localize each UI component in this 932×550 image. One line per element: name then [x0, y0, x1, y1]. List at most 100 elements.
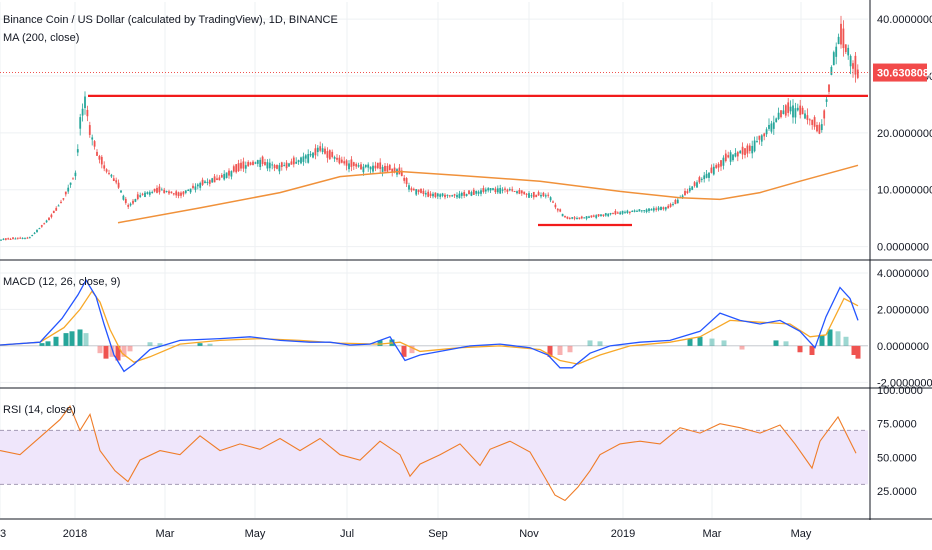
price-candle[interactable] [544, 195, 547, 197]
price-candle[interactable] [115, 180, 118, 183]
price-candle[interactable] [7, 238, 10, 240]
macd-histogram-bar[interactable] [819, 334, 825, 346]
price-candle[interactable] [600, 214, 602, 217]
price-candle[interactable] [496, 188, 499, 193]
price-candle[interactable] [436, 193, 439, 197]
macd-histogram-bar[interactable] [69, 331, 75, 346]
price-candle[interactable] [816, 124, 818, 132]
price-candle[interactable] [554, 204, 557, 208]
price-candle[interactable] [220, 175, 223, 178]
price-candle[interactable] [520, 190, 523, 194]
price-candle[interactable] [237, 163, 240, 172]
macd-histogram-bar[interactable] [721, 340, 727, 346]
price-candle[interactable] [98, 156, 101, 160]
price-candle[interactable] [712, 166, 715, 175]
macd-histogram-bar[interactable] [835, 331, 841, 346]
macd-histogram-bar[interactable] [739, 345, 745, 350]
price-candle[interactable] [513, 191, 516, 193]
price-candle[interactable] [664, 207, 667, 210]
price-candle[interactable] [249, 162, 252, 165]
price-candle[interactable] [780, 110, 782, 118]
price-candle[interactable] [21, 237, 24, 239]
price-candle[interactable] [230, 171, 233, 177]
price-candle[interactable] [604, 213, 607, 216]
price-candle[interactable] [38, 228, 41, 230]
price-candle[interactable] [580, 216, 583, 219]
price-candle[interactable] [201, 179, 204, 185]
price-candle[interactable] [429, 193, 432, 196]
price-candle[interactable] [734, 153, 737, 157]
price-candle[interactable] [427, 191, 430, 197]
price-candle[interactable] [760, 135, 763, 142]
price-candle[interactable] [81, 108, 84, 116]
price-candle[interactable] [609, 213, 612, 215]
price-candle[interactable] [403, 177, 406, 181]
price-candle[interactable] [619, 212, 622, 215]
price-candle[interactable] [441, 193, 444, 196]
price-candle[interactable] [672, 204, 674, 206]
price-candle[interactable] [391, 168, 394, 173]
price-candle[interactable] [388, 164, 391, 170]
price-candle[interactable] [67, 187, 70, 192]
price-candle[interactable] [132, 200, 134, 204]
macd-histogram-bar[interactable] [851, 345, 857, 355]
price-candle[interactable] [69, 182, 72, 185]
price-candle[interactable] [319, 146, 322, 151]
price-candle[interactable] [158, 186, 161, 193]
price-candle[interactable] [273, 165, 276, 169]
price-candle[interactable] [578, 217, 581, 219]
price-candle[interactable] [847, 47, 850, 56]
price-candle[interactable] [616, 212, 619, 214]
price-candle[interactable] [614, 210, 617, 215]
rsi-line[interactable] [0, 405, 857, 502]
price-candle[interactable] [345, 160, 348, 166]
price-candle[interactable] [660, 206, 662, 211]
price-candle[interactable] [487, 188, 490, 191]
macd-pane[interactable] [0, 278, 868, 373]
price-candle[interactable] [808, 119, 811, 121]
macd-histogram-bar[interactable] [557, 345, 563, 355]
price-candle[interactable] [405, 178, 408, 185]
price-candle[interactable] [475, 191, 478, 194]
price-candle[interactable] [676, 199, 679, 204]
price-candle[interactable] [261, 156, 264, 164]
price-candle[interactable] [367, 164, 370, 168]
price-candle[interactable] [225, 172, 228, 178]
price-candle[interactable] [844, 44, 847, 52]
price-candle[interactable] [350, 159, 353, 167]
price-candle[interactable] [336, 157, 338, 160]
macd-histogram-bar[interactable] [797, 345, 803, 353]
macd-histogram-bar[interactable] [197, 343, 203, 346]
price-candle[interactable] [79, 117, 82, 129]
price-candle[interactable] [470, 192, 473, 196]
macd-histogram-bar[interactable] [83, 333, 89, 346]
price-candle[interactable] [849, 55, 852, 67]
price-candle[interactable] [460, 192, 463, 196]
price-candle[interactable] [837, 36, 840, 45]
price-candle[interactable] [744, 148, 746, 156]
price-candle[interactable] [472, 189, 475, 195]
price-candle[interactable] [184, 190, 187, 193]
price-candle[interactable] [636, 210, 638, 212]
price-candle[interactable] [244, 165, 247, 169]
price-candle[interactable] [364, 164, 367, 168]
price-candle[interactable] [312, 152, 314, 158]
macd-histogram-bar[interactable] [783, 341, 789, 346]
price-candle[interactable] [657, 207, 660, 210]
price-candle[interactable] [480, 190, 482, 194]
price-candle[interactable] [748, 145, 751, 151]
price-candle[interactable] [568, 217, 571, 219]
price-candle[interactable] [45, 220, 48, 223]
price-candle[interactable] [4, 238, 7, 240]
price-candle[interactable] [508, 189, 511, 191]
price-candle[interactable] [561, 213, 564, 217]
price-candle[interactable] [597, 214, 600, 217]
price-candle[interactable] [96, 151, 98, 156]
macd-histogram-bar[interactable] [53, 336, 59, 346]
price-candle[interactable] [36, 230, 38, 233]
price-candle[interactable] [117, 182, 120, 188]
macd-histogram-bar[interactable] [127, 345, 133, 352]
price-candle[interactable] [856, 69, 859, 78]
price-candle[interactable] [446, 194, 449, 196]
price-candle[interactable] [758, 135, 761, 140]
